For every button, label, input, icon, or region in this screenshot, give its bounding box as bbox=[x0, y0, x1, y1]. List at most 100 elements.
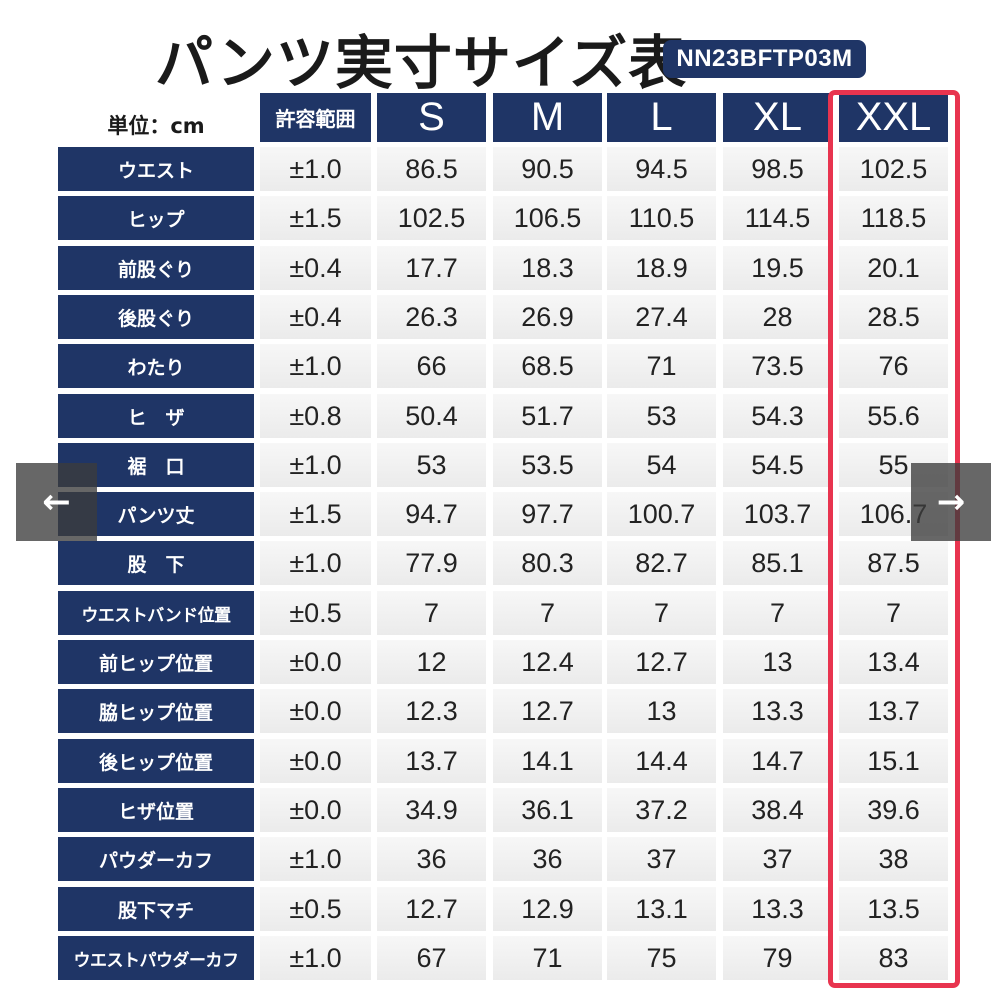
tolerance-cell: ±1.0 bbox=[260, 344, 371, 388]
value-cell: 103.7 bbox=[723, 492, 832, 536]
value-cell: 54.5 bbox=[723, 443, 832, 487]
tolerance-cell: ±0.4 bbox=[260, 246, 371, 290]
value-cell: 37 bbox=[607, 837, 716, 881]
header-tolerance: 許容範囲 bbox=[260, 93, 371, 142]
value-cell: 34.9 bbox=[377, 788, 486, 832]
value-cell: 98.5 bbox=[723, 147, 832, 191]
value-cell: 54 bbox=[607, 443, 716, 487]
product-code-badge: NN23BFTP03M bbox=[663, 40, 866, 78]
value-cell: 80.3 bbox=[493, 541, 602, 585]
tolerance-cell: ±0.5 bbox=[260, 591, 371, 635]
value-cell: 82.7 bbox=[607, 541, 716, 585]
value-cell: 13.1 bbox=[607, 887, 716, 931]
header-size-s: S bbox=[377, 93, 486, 142]
tolerance-cell: ±0.0 bbox=[260, 689, 371, 733]
value-cell: 53 bbox=[607, 394, 716, 438]
value-cell: 19.5 bbox=[723, 246, 832, 290]
value-cell: 85.1 bbox=[723, 541, 832, 585]
value-cell: 55.6 bbox=[839, 394, 948, 438]
tolerance-cell: ±1.0 bbox=[260, 837, 371, 881]
title-area: パンツ実寸サイズ表 bbox=[155, 18, 687, 98]
value-cell: 12.4 bbox=[493, 640, 602, 684]
value-cell: 94.5 bbox=[607, 147, 716, 191]
value-cell: 14.1 bbox=[493, 739, 602, 783]
value-cell: 94.7 bbox=[377, 492, 486, 536]
value-cell: 7 bbox=[377, 591, 486, 635]
value-cell: 39.6 bbox=[839, 788, 948, 832]
unit-label: 単位：cm bbox=[107, 114, 205, 138]
value-cell: 97.7 bbox=[493, 492, 602, 536]
value-cell: 87.5 bbox=[839, 541, 948, 585]
value-cell: 12.7 bbox=[607, 640, 716, 684]
header-size-xxl: XXL bbox=[839, 93, 948, 142]
value-cell: 26.9 bbox=[493, 295, 602, 339]
prev-image-button[interactable]: ← bbox=[16, 463, 97, 541]
value-cell: 17.7 bbox=[377, 246, 486, 290]
value-cell: 100.7 bbox=[607, 492, 716, 536]
row-label: ヒザ位置 bbox=[58, 788, 254, 832]
value-cell: 73.5 bbox=[723, 344, 832, 388]
tolerance-cell: ±0.0 bbox=[260, 640, 371, 684]
value-cell: 13.3 bbox=[723, 689, 832, 733]
row-label: ウエストバンド位置 bbox=[58, 591, 254, 635]
value-cell: 12.7 bbox=[493, 689, 602, 733]
value-cell: 77.9 bbox=[377, 541, 486, 585]
value-cell: 37 bbox=[723, 837, 832, 881]
value-cell: 83 bbox=[839, 936, 948, 980]
row-label: ヒップ bbox=[58, 196, 254, 240]
value-cell: 7 bbox=[493, 591, 602, 635]
value-cell: 13 bbox=[723, 640, 832, 684]
header-size-l: L bbox=[607, 93, 716, 142]
header-size-m: M bbox=[493, 93, 602, 142]
value-cell: 71 bbox=[493, 936, 602, 980]
value-cell: 26.3 bbox=[377, 295, 486, 339]
value-cell: 13.5 bbox=[839, 887, 948, 931]
value-cell: 15.1 bbox=[839, 739, 948, 783]
value-cell: 37.2 bbox=[607, 788, 716, 832]
row-label: パウダーカフ bbox=[58, 837, 254, 881]
tolerance-cell: ±0.5 bbox=[260, 887, 371, 931]
value-cell: 12.9 bbox=[493, 887, 602, 931]
value-cell: 71 bbox=[607, 344, 716, 388]
value-cell: 75 bbox=[607, 936, 716, 980]
arrow-left-icon: ← bbox=[42, 482, 71, 522]
value-cell: 18.3 bbox=[493, 246, 602, 290]
value-cell: 86.5 bbox=[377, 147, 486, 191]
value-cell: 7 bbox=[839, 591, 948, 635]
value-cell: 102.5 bbox=[839, 147, 948, 191]
header-size-xl: XL bbox=[723, 93, 832, 142]
page-title: パンツ実寸サイズ表 bbox=[155, 29, 688, 97]
value-cell: 114.5 bbox=[723, 196, 832, 240]
row-label: わたり bbox=[58, 344, 254, 388]
tolerance-cell: ±0.0 bbox=[260, 739, 371, 783]
row-label: ウエストパウダーカフ bbox=[58, 936, 254, 980]
row-label: 後ヒップ位置 bbox=[58, 739, 254, 783]
tolerance-cell: ±1.0 bbox=[260, 147, 371, 191]
value-cell: 51.7 bbox=[493, 394, 602, 438]
value-cell: 36 bbox=[377, 837, 486, 881]
value-cell: 28 bbox=[723, 295, 832, 339]
value-cell: 13 bbox=[607, 689, 716, 733]
value-cell: 90.5 bbox=[493, 147, 602, 191]
row-label: 股下マチ bbox=[58, 887, 254, 931]
value-cell: 38.4 bbox=[723, 788, 832, 832]
value-cell: 67 bbox=[377, 936, 486, 980]
tolerance-cell: ±1.0 bbox=[260, 936, 371, 980]
value-cell: 36 bbox=[493, 837, 602, 881]
value-cell: 102.5 bbox=[377, 196, 486, 240]
value-cell: 12.3 bbox=[377, 689, 486, 733]
value-cell: 13.7 bbox=[377, 739, 486, 783]
value-cell: 54.3 bbox=[723, 394, 832, 438]
value-cell: 79 bbox=[723, 936, 832, 980]
tolerance-cell: ±1.5 bbox=[260, 492, 371, 536]
row-label: 前股ぐり bbox=[58, 246, 254, 290]
row-label: 股 下 bbox=[58, 541, 254, 585]
value-cell: 110.5 bbox=[607, 196, 716, 240]
value-cell: 13.7 bbox=[839, 689, 948, 733]
value-cell: 12.7 bbox=[377, 887, 486, 931]
next-image-button[interactable]: → bbox=[911, 463, 991, 541]
value-cell: 14.4 bbox=[607, 739, 716, 783]
value-cell: 106.5 bbox=[493, 196, 602, 240]
tolerance-cell: ±0.0 bbox=[260, 788, 371, 832]
value-cell: 36.1 bbox=[493, 788, 602, 832]
